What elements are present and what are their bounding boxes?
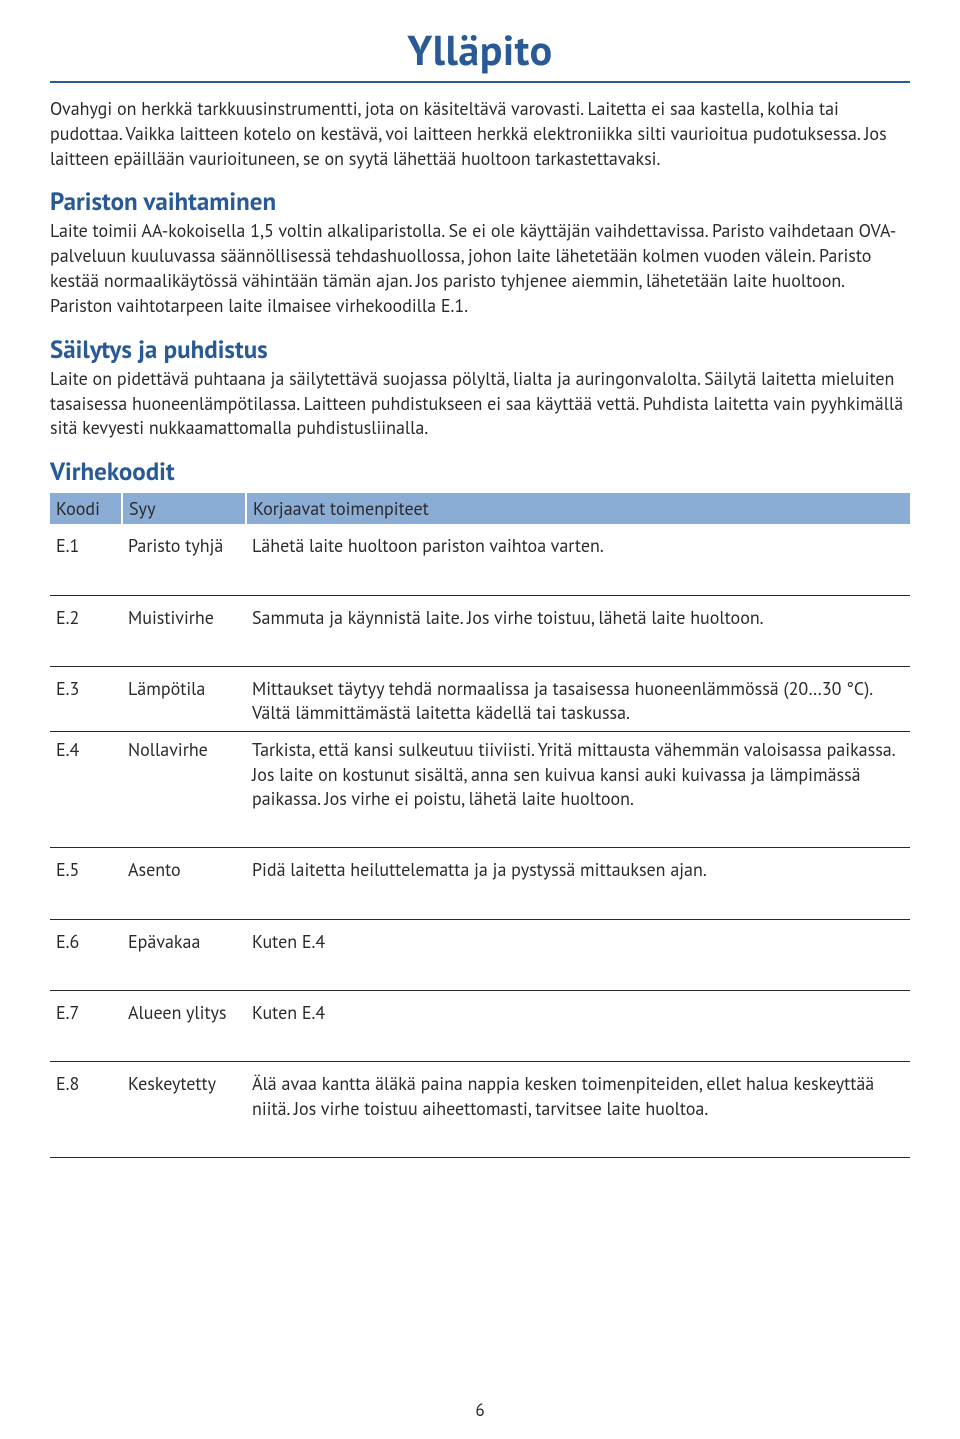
cell-code: E.1 [50, 524, 122, 595]
cell-code: E.2 [50, 595, 122, 666]
cell-fix: Lähetä laite huoltoon pariston vaihtoa v… [246, 524, 910, 595]
table-row: E.1 Paristo tyhjä Lähetä laite huoltoon … [50, 524, 910, 595]
cell-cause: Muistivirhe [122, 595, 246, 666]
cell-cause: Lämpötila [122, 666, 246, 732]
cell-code: E.5 [50, 848, 122, 919]
table-row: E.8 Keskeytetty Älä avaa kantta äläkä pa… [50, 1062, 910, 1158]
cell-cause: Paristo tyhjä [122, 524, 246, 595]
cell-cause: Asento [122, 848, 246, 919]
page-title: Ylläpito [50, 22, 910, 83]
cell-fix: Sammuta ja käynnistä laite. Jos virhe to… [246, 595, 910, 666]
section-heading-sailytys: Säilytys ja puhdistus [50, 333, 910, 365]
cell-code: E.6 [50, 919, 122, 990]
table-row: E.2 Muistivirhe Sammuta ja käynnistä lai… [50, 595, 910, 666]
table-header-row: Koodi Syy Korjaavat toimenpiteet [50, 493, 910, 524]
section-body-sailytys: Laite on pidettävä puhtaana ja säilytett… [50, 367, 910, 441]
cell-code: E.8 [50, 1062, 122, 1158]
error-codes-table: Koodi Syy Korjaavat toimenpiteet E.1 Par… [50, 493, 910, 1158]
table-header-cause: Syy [122, 493, 246, 524]
cell-cause: Nollavirhe [122, 732, 246, 848]
table-header-fix: Korjaavat toimenpiteet [246, 493, 910, 524]
cell-cause: Keskeytetty [122, 1062, 246, 1158]
cell-code: E.4 [50, 732, 122, 848]
cell-fix: Älä avaa kantta äläkä paina nappia keske… [246, 1062, 910, 1158]
cell-fix: Tarkista, että kansi sulkeutuu tiiviisti… [246, 732, 910, 848]
cell-code: E.3 [50, 666, 122, 732]
cell-fix: Kuten E.4 [246, 919, 910, 990]
table-row: E.4 Nollavirhe Tarkista, että kansi sulk… [50, 732, 910, 848]
table-header-code: Koodi [50, 493, 122, 524]
cell-fix: Kuten E.4 [246, 990, 910, 1061]
error-codes-table-wrap: Koodi Syy Korjaavat toimenpiteet E.1 Par… [50, 493, 910, 1158]
cell-fix: Mittaukset täytyy tehdä normaalissa ja t… [246, 666, 910, 732]
cell-cause: Alueen ylitys [122, 990, 246, 1061]
table-row: E.5 Asento Pidä laitetta heiluttelematta… [50, 848, 910, 919]
section-body-pariston: Laite toimii AA-kokoisella 1,5 voltin al… [50, 219, 910, 318]
cell-cause: Epävakaa [122, 919, 246, 990]
intro-paragraph: Ovahygi on herkkä tarkkuusinstrumentti, … [50, 97, 910, 171]
table-row: E.6 Epävakaa Kuten E.4 [50, 919, 910, 990]
page-number: 6 [0, 1399, 960, 1421]
cell-fix: Pidä laitetta heiluttelematta ja ja pyst… [246, 848, 910, 919]
table-row: E.7 Alueen ylitys Kuten E.4 [50, 990, 910, 1061]
table-row: E.3 Lämpötila Mittaukset täytyy tehdä no… [50, 666, 910, 732]
section-heading-virhekoodit: Virhekoodit [50, 455, 910, 487]
cell-code: E.7 [50, 990, 122, 1061]
section-heading-pariston: Pariston vaihtaminen [50, 185, 910, 217]
page: Ylläpito Ovahygi on herkkä tarkkuusinstr… [0, 0, 960, 1439]
